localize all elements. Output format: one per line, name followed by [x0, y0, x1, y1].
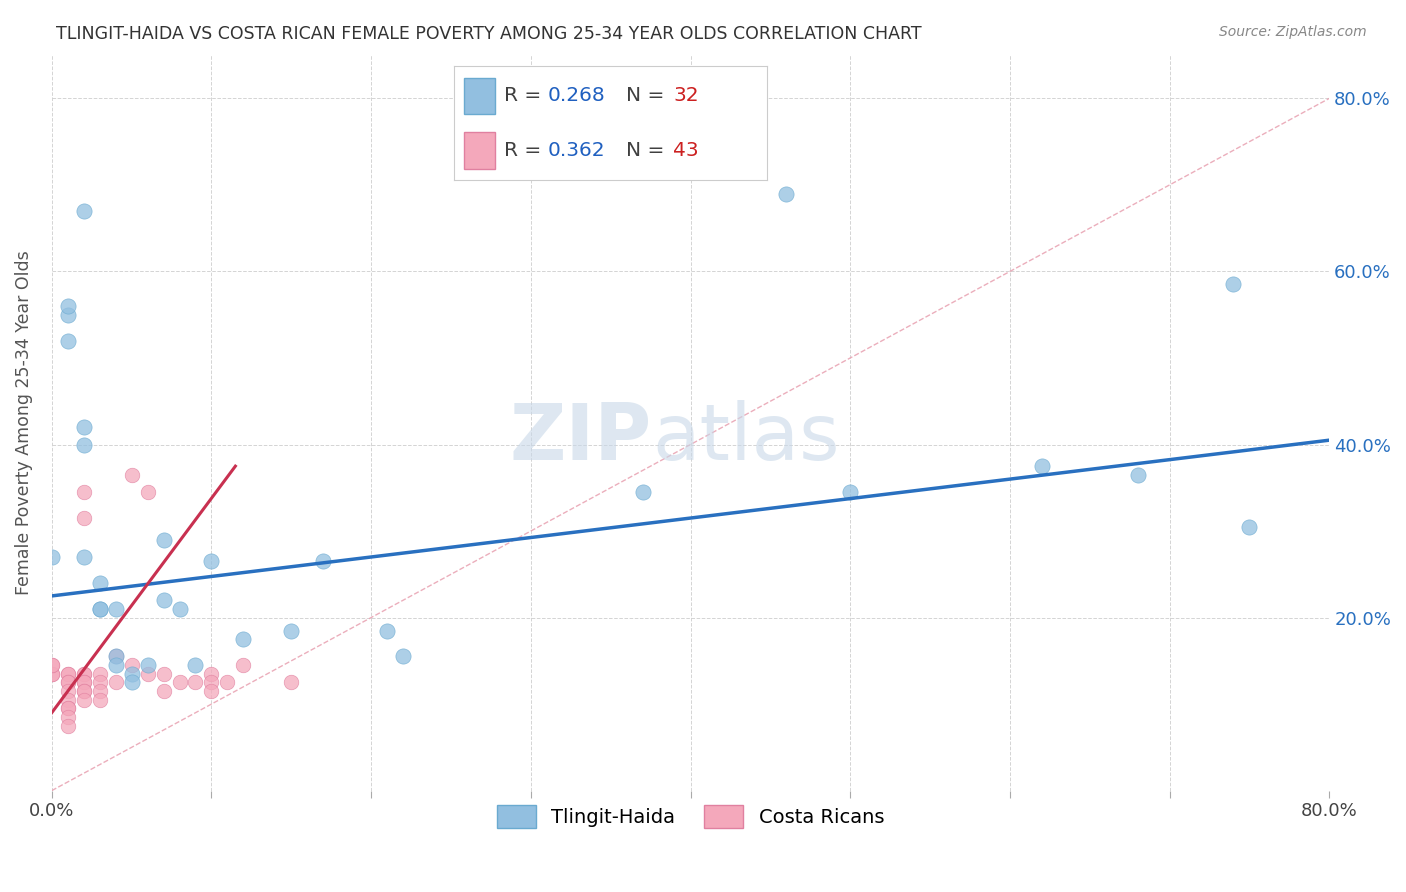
- Point: [631, 485, 654, 500]
- Legend: Tlingit-Haida, Costa Ricans: Tlingit-Haida, Costa Ricans: [489, 797, 891, 836]
- Text: ZIP: ZIP: [510, 400, 652, 475]
- Point: [73, 684, 96, 698]
- Point: [56, 701, 79, 715]
- Point: [73, 675, 96, 690]
- Point: [56, 684, 79, 698]
- Point: [1239, 519, 1261, 533]
- Point: [104, 602, 127, 616]
- Text: atlas: atlas: [652, 400, 839, 475]
- Point: [312, 554, 335, 568]
- Point: [89, 692, 111, 706]
- Point: [56, 675, 79, 690]
- Point: [56, 666, 79, 681]
- Point: [73, 549, 96, 564]
- Y-axis label: Female Poverty Among 25-34 Year Olds: Female Poverty Among 25-34 Year Olds: [15, 251, 32, 595]
- Point: [200, 684, 222, 698]
- Point: [73, 485, 96, 500]
- Point: [56, 308, 79, 322]
- Point: [104, 658, 127, 673]
- Text: Source: ZipAtlas.com: Source: ZipAtlas.com: [1219, 25, 1367, 39]
- Point: [104, 649, 127, 664]
- Point: [392, 649, 415, 664]
- Point: [1222, 277, 1244, 292]
- Point: [89, 602, 111, 616]
- Point: [73, 675, 96, 690]
- Point: [136, 658, 159, 673]
- Point: [1126, 467, 1149, 482]
- Point: [136, 485, 159, 500]
- Point: [73, 692, 96, 706]
- Point: [41, 549, 63, 564]
- Point: [56, 334, 79, 348]
- Point: [56, 675, 79, 690]
- Point: [89, 675, 111, 690]
- Point: [200, 666, 222, 681]
- Point: [200, 554, 222, 568]
- Point: [152, 533, 174, 547]
- Point: [41, 666, 63, 681]
- Point: [89, 602, 111, 616]
- Point: [136, 666, 159, 681]
- Text: TLINGIT-HAIDA VS COSTA RICAN FEMALE POVERTY AMONG 25-34 YEAR OLDS CORRELATION CH: TLINGIT-HAIDA VS COSTA RICAN FEMALE POVE…: [56, 25, 922, 43]
- Point: [73, 666, 96, 681]
- Point: [73, 684, 96, 698]
- Point: [184, 675, 207, 690]
- Point: [56, 701, 79, 715]
- Point: [104, 675, 127, 690]
- Point: [169, 675, 191, 690]
- Point: [232, 658, 254, 673]
- Point: [56, 710, 79, 724]
- Point: [73, 666, 96, 681]
- Point: [56, 666, 79, 681]
- Point: [184, 658, 207, 673]
- Point: [1031, 459, 1053, 474]
- Point: [152, 593, 174, 607]
- Point: [280, 675, 302, 690]
- Point: [73, 420, 96, 434]
- Point: [56, 299, 79, 313]
- Point: [104, 649, 127, 664]
- Point: [152, 666, 174, 681]
- Point: [56, 692, 79, 706]
- Point: [121, 467, 143, 482]
- Point: [775, 186, 797, 201]
- Point: [41, 658, 63, 673]
- Point: [121, 666, 143, 681]
- Point: [200, 675, 222, 690]
- Point: [73, 511, 96, 525]
- Point: [89, 684, 111, 698]
- Point: [121, 675, 143, 690]
- Point: [89, 576, 111, 591]
- Point: [280, 624, 302, 638]
- Point: [73, 437, 96, 451]
- Point: [41, 658, 63, 673]
- Point: [41, 666, 63, 681]
- Point: [169, 602, 191, 616]
- Point: [73, 203, 96, 218]
- Point: [839, 485, 862, 500]
- Point: [375, 624, 398, 638]
- Point: [152, 684, 174, 698]
- Point: [56, 719, 79, 733]
- Point: [217, 675, 239, 690]
- Point: [232, 632, 254, 647]
- Point: [89, 666, 111, 681]
- Point: [121, 658, 143, 673]
